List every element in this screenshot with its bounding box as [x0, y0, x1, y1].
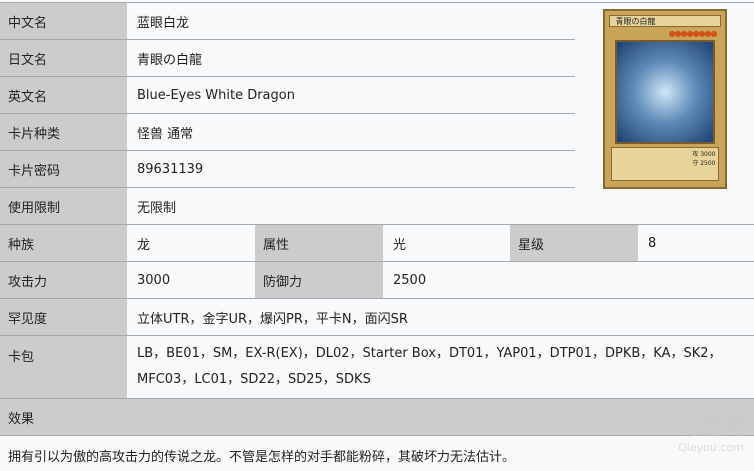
label: 种族 [0, 225, 127, 261]
packs-line: LB，BE01，SM，EX-R(EX)，DL02，Starter Box，DT0… [137, 346, 722, 361]
card-title: 青眼の白龍 [608, 15, 721, 27]
label: 防御力 [255, 262, 383, 298]
value: 立体UTR，金字UR，爆闪PR，平卡N，面闪SR [127, 299, 754, 335]
card-info-table [0, 2, 754, 3]
row-usage-limit: 使用限制 无限制 [0, 188, 754, 225]
label: 日文名 [0, 40, 127, 76]
card-atk: 攻 3000 [692, 151, 716, 158]
card-image: 青眼の白龍 ●●●●●●●● 攻 3000 守 2500 [575, 3, 754, 224]
card-text-box: 攻 3000 守 2500 [610, 147, 719, 181]
row-effect-text: 拥有引以为傲的高攻击力的传说之龙。不管是怎样的对手都能粉碎，其破坏力无法估计。 [0, 436, 754, 471]
value: 3000 [127, 262, 255, 298]
value: 8 [638, 225, 754, 261]
label: 星级 [510, 225, 638, 261]
row-english-name: 英文名 Blue-Eyes White Dragon [0, 77, 575, 114]
watermark-site: Qleyou.com [678, 441, 744, 454]
value: 89631139 [127, 151, 575, 187]
value: 无限制 [127, 188, 575, 224]
value: 龙 [127, 225, 255, 261]
row-packs: 卡包 LB，BE01，SM，EX-R(EX)，DL02，Starter Box，… [0, 336, 754, 399]
label: 罕见度 [0, 299, 127, 335]
row-chinese-name: 中文名 蓝眼白龙 [0, 3, 575, 40]
label: 英文名 [0, 77, 127, 113]
watermark-logo: 切游网 Qleyou.com [677, 415, 744, 458]
packs-line: MFC03，LC01，SD22，SD25，SDKS [137, 372, 371, 387]
label: 卡片密码 [0, 151, 127, 187]
row-japanese-name: 日文名 青眼の白龍 [0, 40, 575, 77]
row-card-type: 卡片种类 怪兽 通常 [0, 114, 575, 151]
label: 卡片种类 [0, 114, 127, 150]
value: 2500 [383, 262, 754, 298]
row-rarity: 罕见度 立体UTR，金字UR，爆闪PR，平卡N，面闪SR [0, 299, 754, 336]
dragon-artwork [614, 40, 715, 144]
row-atk-def: 攻击力 3000 防御力 2500 [0, 262, 754, 299]
watermark-text: 切游网 [677, 415, 744, 440]
label: 属性 [255, 225, 383, 261]
value: Blue-Eyes White Dragon [127, 77, 575, 113]
blue-eyes-card-picture: 青眼の白龍 ●●●●●●●● 攻 3000 守 2500 [602, 9, 727, 189]
label: 效果 [0, 399, 754, 435]
row-card-password: 卡片密码 89631139 [0, 151, 575, 188]
label: 卡包 [0, 336, 127, 398]
value: 怪兽 通常 [127, 114, 575, 150]
value: 光 [383, 225, 510, 261]
value: 蓝眼白龙 [127, 3, 575, 39]
row-race-attribute-level: 种族 龙 属性 光 星级 8 [0, 225, 754, 262]
label: 攻击力 [0, 262, 127, 298]
value: 青眼の白龍 [127, 40, 575, 76]
label: 中文名 [0, 3, 127, 39]
effect-text: 拥有引以为傲的高攻击力的传说之龙。不管是怎样的对手都能粉碎，其破坏力无法估计。 [0, 436, 516, 471]
row-effect-header: 效果 [0, 399, 754, 436]
card-def: 守 2500 [692, 160, 716, 167]
label: 使用限制 [0, 188, 127, 224]
level-stars: ●●●●●●●● [668, 29, 718, 38]
